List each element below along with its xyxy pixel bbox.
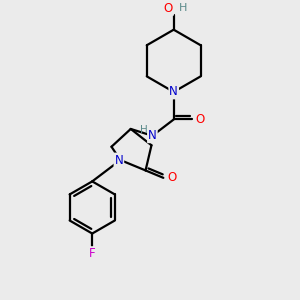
Text: H: H [140,125,148,135]
Text: N: N [169,85,178,98]
Text: H: H [179,3,188,14]
Text: N: N [148,129,157,142]
Text: O: O [167,171,176,184]
Text: N: N [115,154,123,166]
Text: O: O [196,113,205,126]
Text: F: F [89,247,95,260]
Text: O: O [164,2,173,15]
